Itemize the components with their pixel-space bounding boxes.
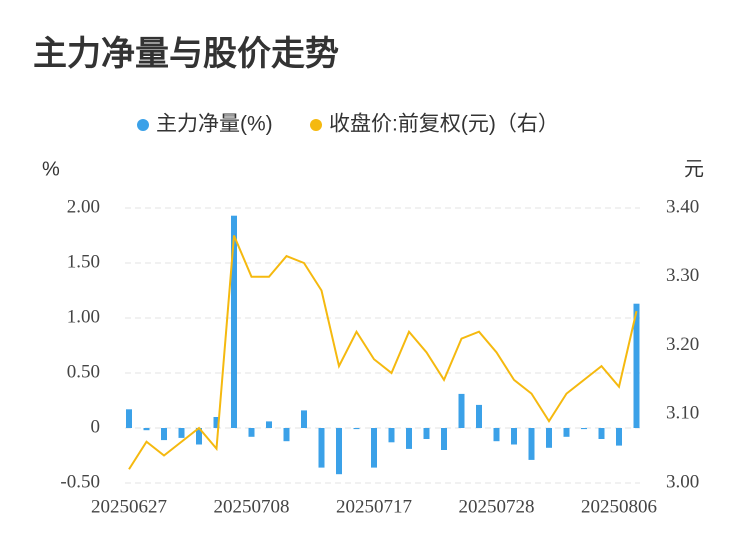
y-tick-label: 1.50 <box>67 251 100 272</box>
bar <box>616 428 622 446</box>
bar <box>388 428 395 443</box>
y2-tick-label: 3.40 <box>666 196 699 217</box>
bar <box>511 428 517 445</box>
bar <box>213 417 220 428</box>
bar <box>406 428 412 449</box>
bar <box>196 428 202 445</box>
y-axis-label: % <box>42 158 60 180</box>
x-tick-label: 20250717 <box>336 496 412 517</box>
y-tick-label: 1.00 <box>67 306 100 327</box>
x-tick-label: 20250806 <box>581 496 657 517</box>
bar <box>301 410 307 428</box>
bar <box>546 428 552 448</box>
x-tick-label: 20250627 <box>91 496 167 517</box>
bar <box>633 303 640 428</box>
legend-marker <box>310 119 322 131</box>
bar <box>178 428 185 438</box>
bar <box>336 428 342 475</box>
legend-marker <box>137 119 149 131</box>
y-tick-label: 0.50 <box>67 361 100 382</box>
bar <box>441 428 447 450</box>
y2-axis-label: 元 <box>684 158 704 180</box>
legend-label: 收盘价:前复权(元)（右） <box>329 113 559 136</box>
y2-tick-label: 3.30 <box>666 265 699 286</box>
bar <box>563 428 570 437</box>
bar <box>161 428 167 441</box>
bar <box>231 215 237 428</box>
bar <box>126 409 132 428</box>
y-tick-label: 0 <box>91 416 101 437</box>
bar <box>143 428 150 431</box>
x-tick-label: 20250708 <box>214 496 290 517</box>
bar <box>493 428 500 442</box>
chart-title: 主力净量与股价走势 <box>33 35 339 73</box>
bar <box>283 428 290 442</box>
bar <box>423 428 430 439</box>
legend-label: 主力净量(%) <box>156 113 273 136</box>
bar <box>266 421 272 428</box>
y2-tick-label: 3.10 <box>666 403 699 424</box>
y2-tick-label: 3.00 <box>666 471 699 492</box>
bar <box>371 428 377 468</box>
bar <box>318 428 325 468</box>
bar <box>528 428 535 460</box>
y-tick-label: -0.50 <box>60 471 100 492</box>
bar <box>476 404 482 428</box>
y2-tick-label: 3.20 <box>666 334 699 355</box>
x-tick-label: 20250728 <box>459 496 535 517</box>
bar <box>581 428 587 430</box>
y-tick-label: 2.00 <box>67 196 100 217</box>
bar <box>353 428 360 430</box>
bar <box>458 393 465 428</box>
bar <box>598 428 605 439</box>
price-line <box>128 235 638 470</box>
bar <box>248 428 255 437</box>
